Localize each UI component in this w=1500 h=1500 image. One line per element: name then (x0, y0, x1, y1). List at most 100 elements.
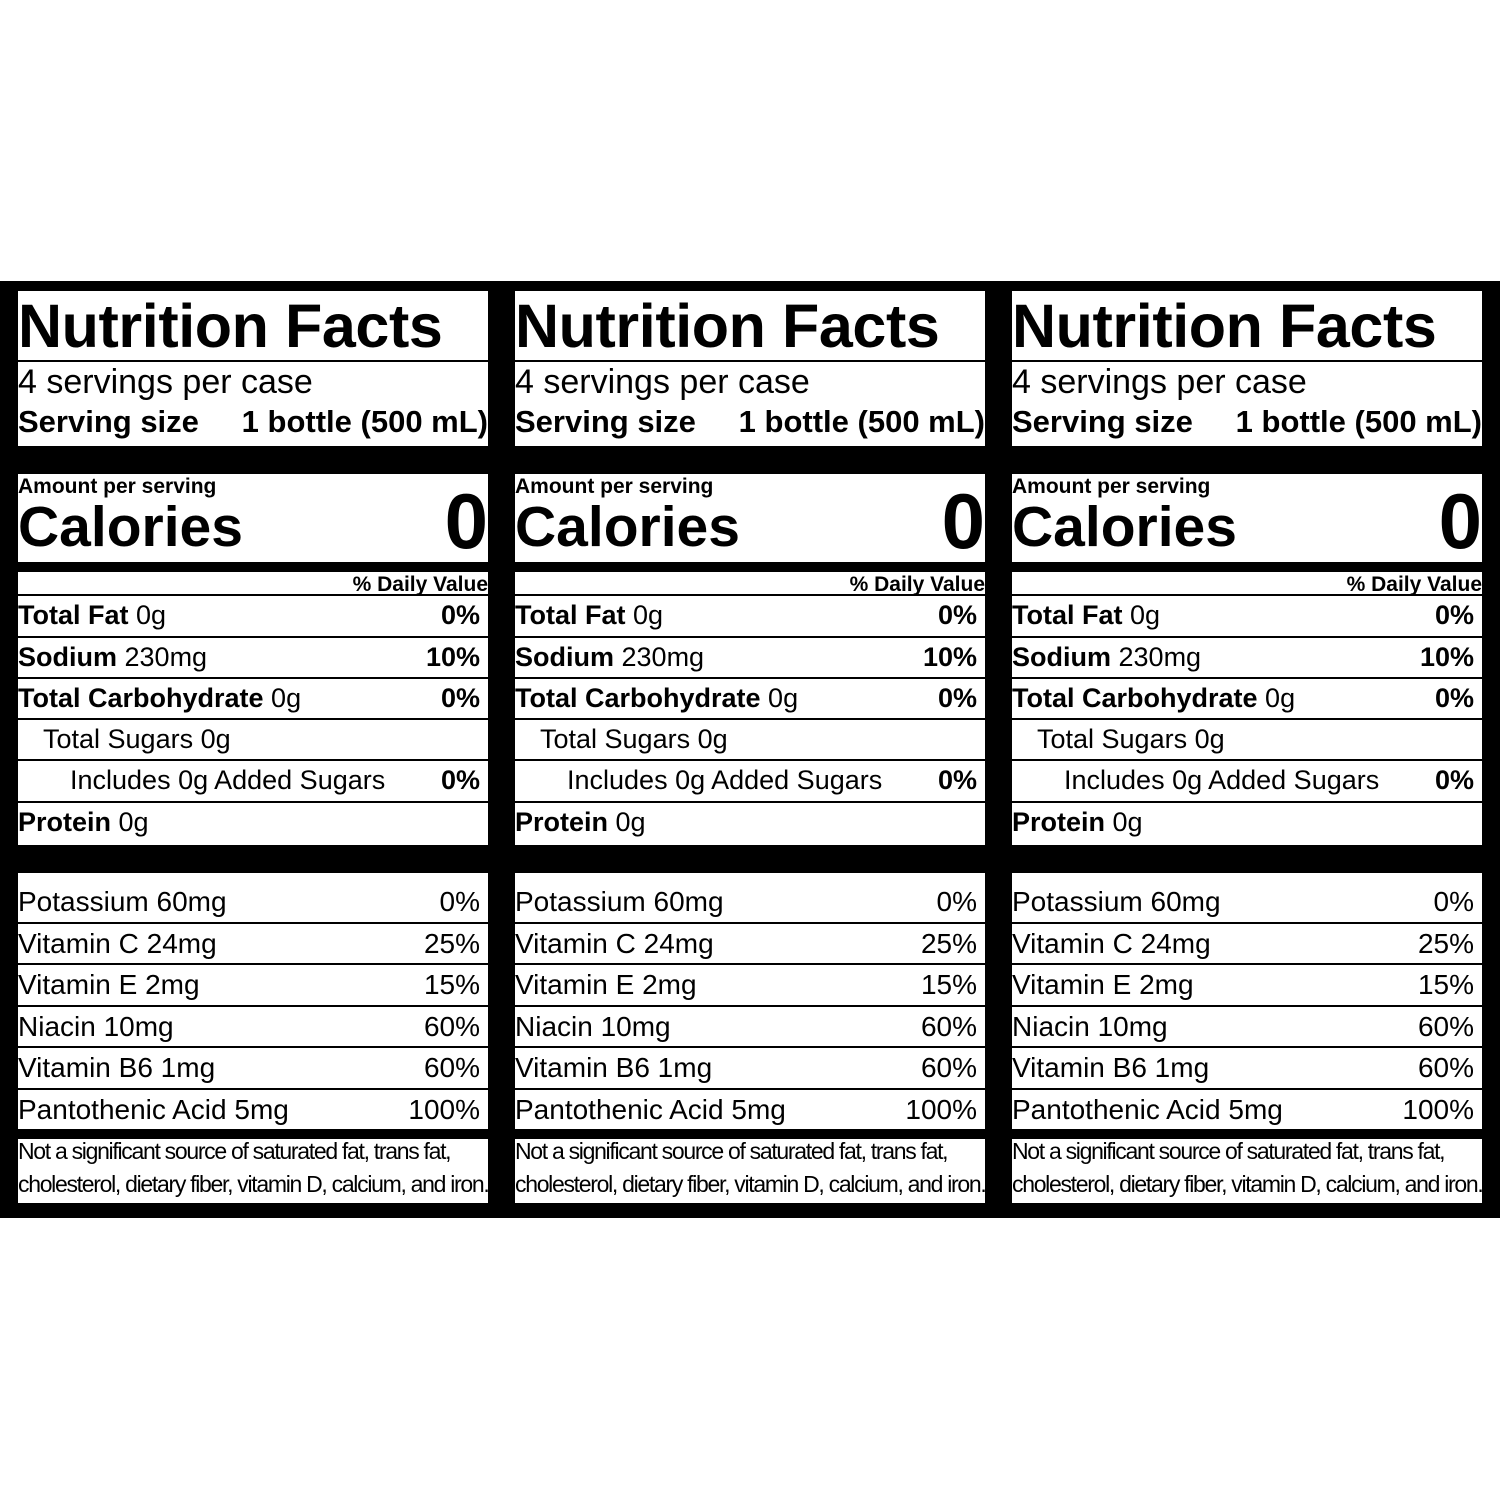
nutrient-row-added-sugars: Includes 0g Added Sugars 0% (1012, 759, 1482, 799)
nutrient-row-added-sugars: Includes 0g Added Sugars 0% (18, 759, 488, 799)
nutrient-name: Total Carbohydrate (515, 683, 761, 713)
vitamin-row: Vitamin B6 1mg 60% (1012, 1047, 1482, 1088)
footnote: Not a significant source of saturated fa… (1012, 1135, 1482, 1201)
nutrient-dv: 0% (937, 683, 977, 713)
nutrient-name: Total Carbohydrate (18, 683, 264, 713)
nutrient-row-total-carbohydrate: Total Carbohydrate 0g 0% (515, 677, 985, 717)
medium-divider (515, 1129, 985, 1139)
vitamin-row: Vitamin C 24mg 25% (18, 923, 488, 964)
nutrient-label: Total Sugars 0g (540, 724, 728, 754)
nutrient-name: Protein (18, 807, 112, 837)
nutrient-label: Total Sugars 0g (1037, 724, 1225, 754)
thick-divider (18, 845, 488, 873)
servings-per-container: 4 servings per case (1012, 363, 1307, 401)
divider (18, 1005, 488, 1007)
daily-value-header: % Daily Value (1346, 573, 1482, 596)
serving-size-label: Serving size (515, 404, 696, 439)
nutrient-row-total-sugars: Total Sugars 0g (18, 718, 488, 758)
calories-label: Calories (515, 495, 740, 559)
vitamin-dv: 60% (423, 1011, 480, 1042)
daily-value-header: % Daily Value (352, 573, 488, 596)
serving-size-label: Serving size (1012, 404, 1193, 439)
vitamin-row: Potassium 60mg 0% (515, 881, 985, 922)
divider (515, 963, 985, 965)
medium-divider (1012, 562, 1482, 572)
medium-divider (1012, 1129, 1482, 1139)
divider (18, 360, 488, 362)
vitamin-dv: 25% (920, 928, 977, 959)
vitamin-dv: 0% (936, 886, 977, 917)
divider (515, 922, 985, 924)
divider (515, 1046, 985, 1048)
footnote-line: cholesterol, dietary fiber, vitamin D, c… (18, 1171, 488, 1197)
divider (18, 963, 488, 965)
divider (1012, 963, 1482, 965)
calories-label: Calories (18, 495, 243, 559)
nutrient-row-sodium: Sodium 230mg 10% (515, 636, 985, 676)
vitamin-dv: 15% (1417, 969, 1474, 1000)
divider (18, 1088, 488, 1090)
divider (515, 360, 985, 362)
nutrient-dv: 10% (425, 642, 480, 672)
panel-title: Nutrition Facts (18, 292, 443, 360)
nutrient-name: Total Carbohydrate (1012, 683, 1258, 713)
nutrient-label: Includes 0g Added Sugars (1064, 765, 1380, 795)
nutrient-row-total-carbohydrate: Total Carbohydrate 0g 0% (18, 677, 488, 717)
nutrient-amount: 230mg (621, 642, 705, 672)
nutrient-dv: 0% (440, 765, 480, 795)
nutrition-facts-panel: Nutrition Facts 4 servings per case Serv… (18, 291, 488, 1203)
calories-value: 0 (444, 477, 488, 565)
vitamin-row: Niacin 10mg 60% (1012, 1006, 1482, 1047)
nutrient-label: Includes 0g Added Sugars (567, 765, 883, 795)
vitamin-dv: 60% (1417, 1011, 1474, 1042)
nutrient-row-added-sugars: Includes 0g Added Sugars 0% (515, 759, 985, 799)
nutrient-dv: 0% (937, 765, 977, 795)
nutrient-dv: 10% (1419, 642, 1474, 672)
vitamin-dv: 60% (920, 1011, 977, 1042)
medium-divider (18, 1129, 488, 1139)
nutrient-row-total-fat: Total Fat 0g 0% (18, 594, 488, 634)
nutrient-dv: 0% (1434, 683, 1474, 713)
divider (1012, 1088, 1482, 1090)
nutrient-dv: 0% (440, 600, 480, 630)
thick-divider (515, 446, 985, 474)
vitamin-row: Potassium 60mg 0% (1012, 881, 1482, 922)
vitamin-label: Vitamin E 2mg (515, 969, 697, 1000)
nutrient-amount: 0g (615, 807, 646, 837)
vitamin-dv: 100% (1402, 1094, 1474, 1125)
nutrient-name: Sodium (1012, 642, 1111, 672)
nutrient-amount: 0g (1265, 683, 1296, 713)
nutrition-facts-panel: Nutrition Facts 4 servings per case Serv… (1012, 291, 1482, 1203)
vitamin-dv: 60% (423, 1052, 480, 1083)
vitamin-label: Pantothenic Acid 5mg (515, 1094, 786, 1125)
vitamin-dv: 15% (423, 969, 480, 1000)
serving-size-value: 1 bottle (500 mL) (1235, 404, 1482, 439)
nutrient-amount: 230mg (124, 642, 208, 672)
servings-per-container: 4 servings per case (515, 363, 810, 401)
vitamin-label: Vitamin C 24mg (1012, 928, 1211, 959)
serving-size-value: 1 bottle (500 mL) (241, 404, 488, 439)
vitamin-dv: 100% (408, 1094, 480, 1125)
vitamin-row: Potassium 60mg 0% (18, 881, 488, 922)
vitamin-label: Vitamin B6 1mg (18, 1052, 216, 1083)
nutrient-name: Sodium (18, 642, 117, 672)
nutrient-dv: 0% (1434, 600, 1474, 630)
nutrient-name: Sodium (515, 642, 614, 672)
panel-title: Nutrition Facts (515, 292, 940, 360)
vitamin-row: Vitamin C 24mg 25% (1012, 923, 1482, 964)
daily-value-header: % Daily Value (849, 573, 985, 596)
footnote-line: cholesterol, dietary fiber, vitamin D, c… (515, 1171, 985, 1197)
vitamin-dv: 15% (920, 969, 977, 1000)
vitamin-label: Vitamin C 24mg (18, 928, 217, 959)
vitamin-label: Vitamin B6 1mg (1012, 1052, 1210, 1083)
nutrient-amount: 0g (768, 683, 799, 713)
serving-size-row: Serving size 1 bottle (500 mL) (18, 403, 488, 441)
serving-size-row: Serving size 1 bottle (500 mL) (1012, 403, 1482, 441)
vitamin-label: Potassium 60mg (515, 886, 724, 917)
vitamin-row: Niacin 10mg 60% (18, 1006, 488, 1047)
vitamin-label: Pantothenic Acid 5mg (1012, 1094, 1283, 1125)
vitamin-row: Pantothenic Acid 5mg 100% (515, 1089, 985, 1130)
vitamin-label: Vitamin E 2mg (18, 969, 200, 1000)
nutrient-dv: 0% (937, 600, 977, 630)
calories-value: 0 (1438, 477, 1482, 565)
